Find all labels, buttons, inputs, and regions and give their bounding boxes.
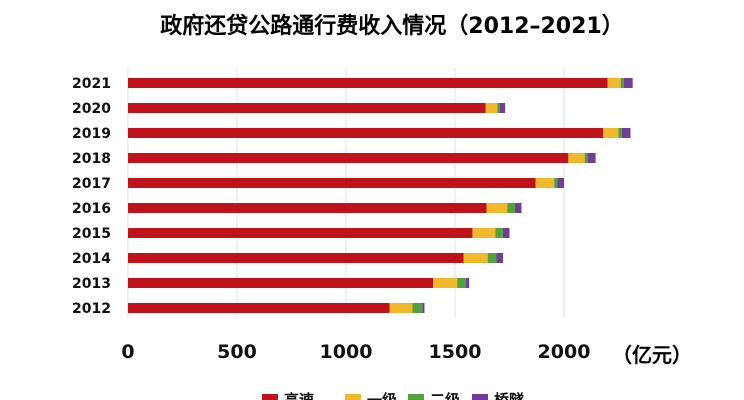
bar-2014-series-1: [463, 253, 488, 263]
x-tick-label: 2000: [538, 341, 591, 363]
x-tick-label: 1500: [429, 341, 482, 363]
bar-2013-series-0: [128, 278, 434, 288]
bar-2018-series-3: [587, 153, 596, 163]
category-label: 2013: [72, 276, 111, 292]
bar-2021-series-0: [128, 78, 608, 88]
bar-2018-series-2: [584, 153, 588, 163]
legend-label: 一级: [367, 391, 398, 400]
bar-2017-series-3: [557, 178, 564, 188]
bar-2012-series-2: [412, 303, 423, 313]
bar-2021-series-1: [607, 78, 621, 88]
bar-2020-series-2: [497, 103, 500, 113]
bar-2015-series-2: [495, 228, 503, 238]
legend-swatch: [262, 394, 278, 400]
bar-2019-series-3: [621, 128, 631, 138]
bar-2015-series-0: [128, 228, 473, 238]
bar-2013-series-2: [457, 278, 466, 288]
x-tick-label: 0: [121, 341, 134, 363]
bar-2014-series-2: [487, 253, 497, 263]
bar-2019-series-2: [618, 128, 622, 138]
category-label: 2021: [72, 76, 111, 92]
legend-label: 高速: [284, 391, 314, 400]
category-label: 2015: [72, 226, 111, 242]
bar-2020-series-3: [499, 103, 506, 113]
category-label: 2014: [72, 251, 111, 267]
bar-2018-series-0: [128, 153, 569, 163]
bar-2016-series-0: [128, 203, 487, 213]
legend: 高速 一级 二级 桥隧: [262, 391, 524, 400]
bar-2018-series-1: [568, 153, 585, 163]
bar-2016-series-2: [507, 203, 515, 213]
bar-2012-series-0: [128, 303, 390, 313]
bar-2012-series-3: [422, 303, 425, 313]
x-tick-label: 500: [217, 341, 257, 363]
bar-2014-series-3: [496, 253, 503, 263]
bar-2016-series-3: [514, 203, 522, 213]
chart-title: 政府还贷公路通行费收入情况（2012–2021）: [160, 13, 623, 39]
bars: [128, 78, 633, 313]
bar-2019-series-1: [603, 128, 619, 138]
x-axis-ticks: 0 500 1000 1500 2000: [121, 341, 590, 363]
bar-2014-series-0: [128, 253, 464, 263]
bar-2017-series-1: [535, 178, 555, 188]
category-label: 2019: [72, 126, 111, 142]
bar-2017-series-0: [128, 178, 536, 188]
bar-2013-series-3: [465, 278, 470, 288]
bar-2021-series-3: [623, 78, 633, 88]
bar-2015-series-1: [472, 228, 496, 238]
category-label: 2020: [72, 101, 111, 117]
x-axis-unit-label: （亿元）: [612, 343, 692, 367]
bar-2017-series-2: [554, 178, 558, 188]
x-tick-label: 1000: [320, 341, 373, 363]
category-label: 2012: [72, 301, 111, 317]
bar-2013-series-1: [433, 278, 458, 288]
bar-2020-series-1: [485, 103, 498, 113]
bar-2019-series-0: [128, 128, 604, 138]
bar-2015-series-3: [502, 228, 510, 238]
legend-swatch: [408, 394, 424, 400]
legend-label: 二级: [430, 391, 461, 400]
category-labels: 2021 2020 2019 2018 2017 2016 2015 2014 2013 2012: [72, 76, 111, 317]
legend-swatch: [472, 394, 488, 400]
bar-2016-series-1: [486, 203, 508, 213]
legend-label: 桥隧: [494, 391, 524, 400]
category-label: 2017: [72, 176, 111, 192]
category-label: 2016: [72, 201, 111, 217]
bar-2021-series-2: [620, 78, 624, 88]
bar-2012-series-1: [389, 303, 413, 313]
category-label: 2018: [72, 151, 111, 167]
bar-2020-series-0: [128, 103, 486, 113]
legend-swatch: [345, 394, 361, 400]
